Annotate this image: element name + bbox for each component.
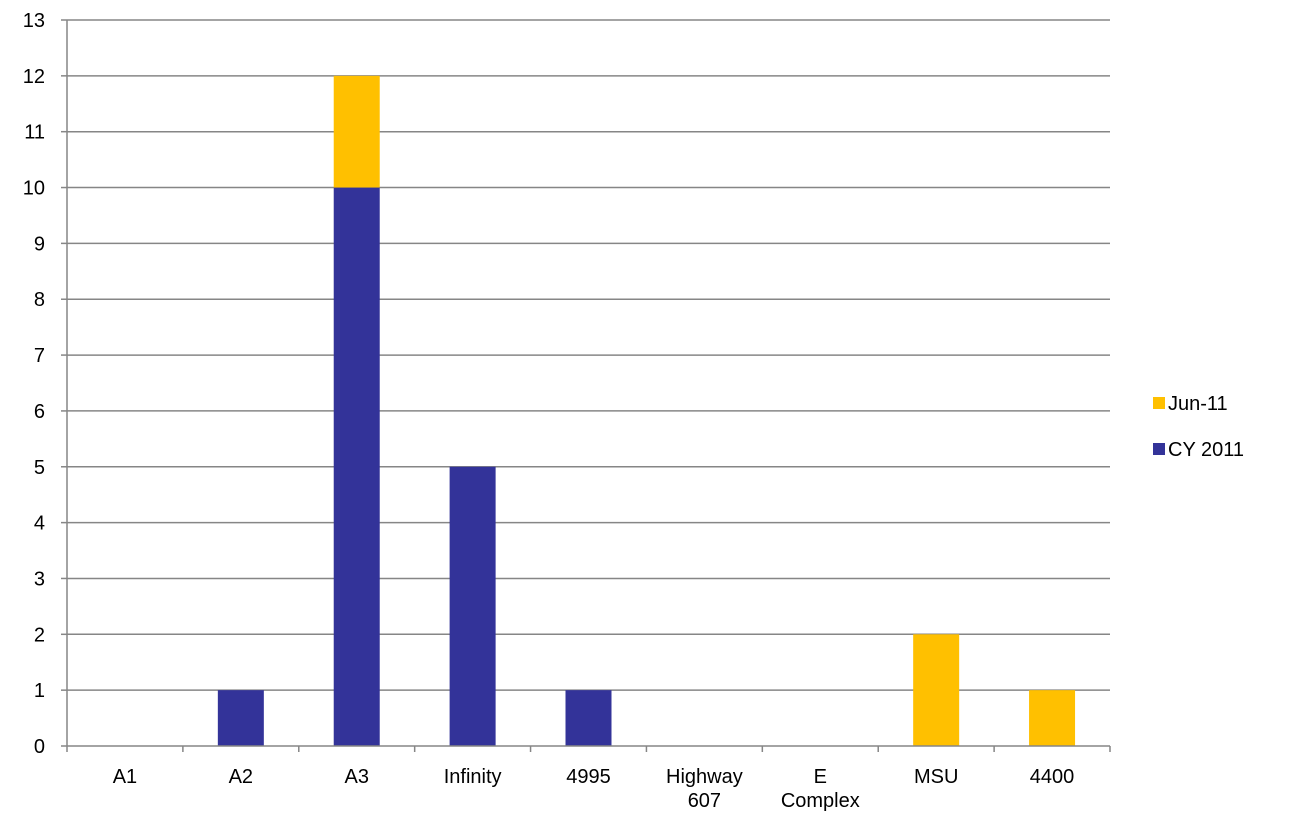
x-tick-label: E [814,766,827,788]
bar-cy-2011 [333,187,380,747]
y-tick-label: 7 [34,345,45,367]
y-tick-label: 10 [23,178,45,200]
x-tick-label: A3 [344,766,368,788]
x-tick-label: MSU [914,766,958,788]
x-tick-label: Complex [781,790,860,812]
y-tick-label: 2 [34,624,45,646]
y-tick-label: 4 [34,513,45,535]
x-tick-label: 4400 [1030,766,1075,788]
y-tick-label: 12 [23,66,45,88]
x-tick-label: 607 [688,790,721,812]
x-tick-label: A2 [229,766,253,788]
bar-cy-2011 [449,466,496,746]
x-tick-label: Infinity [444,766,502,788]
bar-jun-11 [333,75,380,188]
bar-cy-2011 [217,690,264,746]
y-tick-label: 5 [34,457,45,479]
y-tick-label: 6 [34,401,45,423]
y-tick-label: 13 [23,10,45,32]
x-tick-label: A1 [113,766,137,788]
legend-swatch [1153,443,1165,455]
bar-jun-11 [913,634,960,746]
y-tick-label: 9 [34,233,45,255]
bar-jun-11 [1029,690,1076,746]
legend-swatch [1153,397,1165,409]
axes [61,19,1111,752]
y-tick-label: 0 [34,736,45,758]
y-tick-label: 3 [34,568,45,590]
y-tick-label: 11 [24,122,45,144]
bar-cy-2011 [565,690,612,746]
legend-label: Jun-11 [1168,393,1228,415]
x-tick-label: 4995 [566,766,611,788]
y-tick-label: 1 [34,680,45,702]
legend-label: CY 2011 [1168,439,1244,461]
x-tick-label: Highway [666,766,743,788]
legend: Jun-11 CY 2011 [1153,393,1244,461]
bars [217,75,1076,747]
gridlines [67,19,1110,691]
y-tick-label: 8 [34,289,45,311]
